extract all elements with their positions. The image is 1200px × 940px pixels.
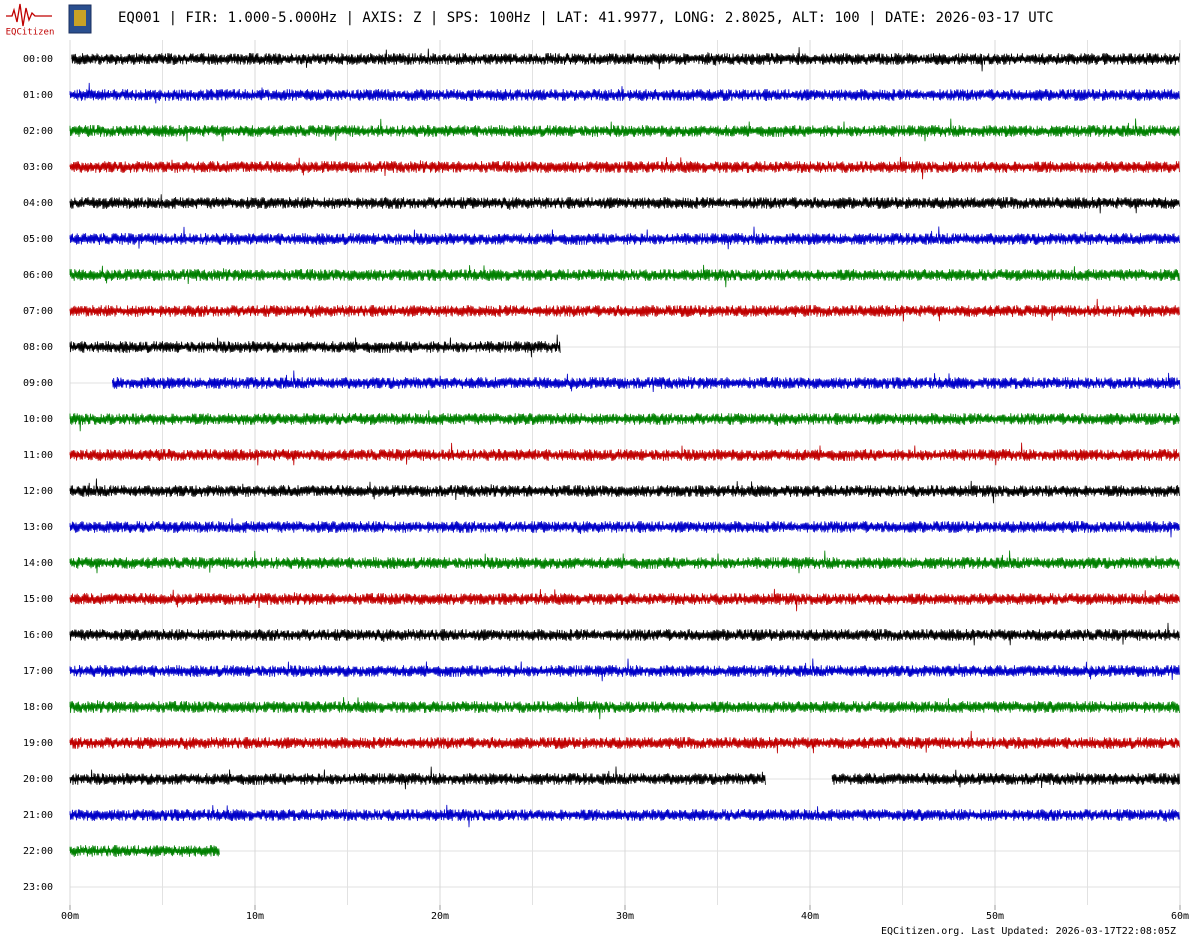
trace-segment bbox=[69, 226, 1180, 250]
row-label: 14:00 bbox=[23, 558, 53, 569]
trace-segment bbox=[69, 264, 1180, 288]
x-tick-label: 20m bbox=[431, 911, 449, 922]
trace-segment bbox=[69, 845, 220, 858]
row-label: 05:00 bbox=[23, 234, 53, 245]
device-chip bbox=[74, 10, 86, 26]
trace-segment bbox=[71, 47, 1180, 72]
row-label: 04:00 bbox=[23, 198, 53, 209]
trace-segment bbox=[69, 194, 1180, 214]
trace-segment bbox=[69, 730, 1180, 754]
row-label: 13:00 bbox=[23, 522, 53, 533]
row-label: 01:00 bbox=[23, 90, 53, 101]
row-label: 02:00 bbox=[23, 126, 53, 137]
logo-text: EQCitizen bbox=[6, 28, 55, 38]
footer: EQCitizen.org. Last Updated: 2026-03-17T… bbox=[881, 926, 1176, 937]
row-label: 20:00 bbox=[23, 774, 53, 785]
trace-segment bbox=[69, 766, 766, 790]
row-label: 18:00 bbox=[23, 702, 53, 713]
row-label: 06:00 bbox=[23, 270, 53, 281]
row-label: 09:00 bbox=[23, 378, 53, 389]
x-tick-label: 00m bbox=[61, 911, 79, 922]
trace-segment bbox=[69, 804, 1180, 828]
row-label: 17:00 bbox=[23, 666, 53, 677]
trace-segment bbox=[69, 410, 1180, 432]
trace-segment bbox=[69, 588, 1180, 612]
row-label: 11:00 bbox=[23, 450, 53, 461]
x-tick-label: 60m bbox=[1171, 911, 1189, 922]
row-label: 10:00 bbox=[23, 414, 53, 425]
trace-segment bbox=[69, 696, 1180, 720]
trace-segment bbox=[69, 442, 1180, 466]
row-label: 15:00 bbox=[23, 594, 53, 605]
device-icon bbox=[68, 4, 92, 34]
row-label: 16:00 bbox=[23, 630, 53, 641]
trace-segment bbox=[69, 156, 1180, 180]
trace-segment bbox=[69, 518, 1180, 538]
x-tick-label: 30m bbox=[616, 911, 634, 922]
x-tick-label: 40m bbox=[801, 911, 819, 922]
x-tick-label: 10m bbox=[246, 911, 264, 922]
chart-title: EQ001 | FIR: 1.000-5.000Hz | AXIS: Z | S… bbox=[118, 10, 1054, 26]
trace-segment bbox=[69, 334, 561, 358]
x-tick-label: 50m bbox=[986, 911, 1004, 922]
trace-segment bbox=[69, 658, 1180, 682]
row-label: 00:00 bbox=[23, 54, 53, 65]
trace-segment bbox=[69, 118, 1180, 142]
trace-segment bbox=[831, 769, 1180, 789]
trace-segment bbox=[69, 298, 1180, 322]
logo: EQCitizen bbox=[6, 3, 55, 38]
row-label: 03:00 bbox=[23, 162, 53, 173]
row-label: 22:00 bbox=[23, 846, 53, 857]
trace-segment bbox=[112, 370, 1181, 393]
row-label: 23:00 bbox=[23, 882, 53, 893]
trace-segment bbox=[69, 478, 1180, 504]
row-label: 21:00 bbox=[23, 810, 53, 821]
row-label: 07:00 bbox=[23, 306, 53, 317]
trace-segment bbox=[69, 82, 1180, 104]
row-label: 19:00 bbox=[23, 738, 53, 749]
trace-segment bbox=[69, 550, 1180, 574]
trace-segment bbox=[69, 622, 1180, 646]
row-label: 08:00 bbox=[23, 342, 53, 353]
logo-wave bbox=[6, 3, 52, 27]
row-label: 12:00 bbox=[23, 486, 53, 497]
